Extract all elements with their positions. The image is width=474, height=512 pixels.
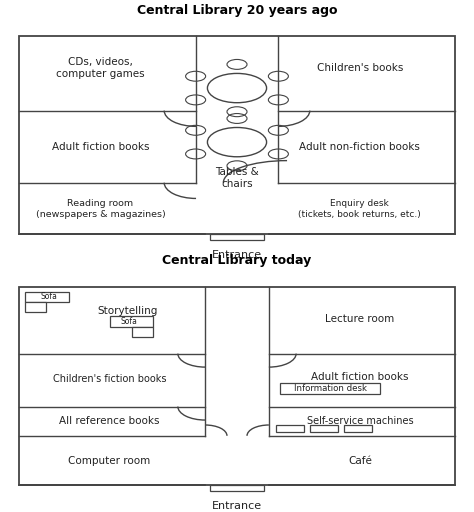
Text: Entrance: Entrance: [212, 250, 262, 260]
Text: Storytelling
events: Storytelling events: [98, 306, 158, 329]
Bar: [18, 36, 456, 234]
Bar: [344, 425, 372, 433]
Text: Sofa: Sofa: [41, 292, 58, 301]
Bar: [132, 327, 153, 337]
Text: Adult fiction books: Adult fiction books: [311, 372, 409, 382]
Bar: [26, 292, 69, 302]
Text: Adult non-fiction books: Adult non-fiction books: [300, 142, 420, 152]
Bar: [210, 485, 264, 491]
Text: Lecture room: Lecture room: [325, 314, 394, 324]
Text: Adult fiction books: Adult fiction books: [52, 142, 149, 152]
Text: Reading room
(newspapers & magazines): Reading room (newspapers & magazines): [36, 199, 165, 219]
Bar: [210, 234, 264, 240]
Bar: [109, 316, 153, 327]
Text: Enquiry desk
(tickets, book returns, etc.): Enquiry desk (tickets, book returns, etc…: [299, 199, 421, 219]
Text: Sofa: Sofa: [120, 317, 137, 326]
Text: Self-service machines: Self-service machines: [307, 416, 413, 426]
Text: Entrance: Entrance: [212, 501, 262, 511]
Text: Children's books: Children's books: [317, 63, 403, 73]
Text: Café: Café: [348, 456, 372, 465]
Text: Children's fiction books: Children's fiction books: [53, 374, 166, 385]
Text: All reference books: All reference books: [59, 416, 160, 426]
Text: Tables &
chairs: Tables & chairs: [215, 167, 259, 189]
Bar: [26, 302, 46, 312]
Bar: [280, 383, 380, 394]
Title: Central Library today: Central Library today: [163, 254, 311, 267]
Text: Computer room: Computer room: [68, 456, 151, 465]
Title: Central Library 20 years ago: Central Library 20 years ago: [137, 4, 337, 16]
Text: CDs, videos,
computer games: CDs, videos, computer games: [56, 57, 145, 79]
Bar: [276, 425, 304, 433]
Bar: [310, 425, 338, 433]
Text: Information desk: Information desk: [294, 384, 367, 393]
Bar: [18, 287, 456, 485]
